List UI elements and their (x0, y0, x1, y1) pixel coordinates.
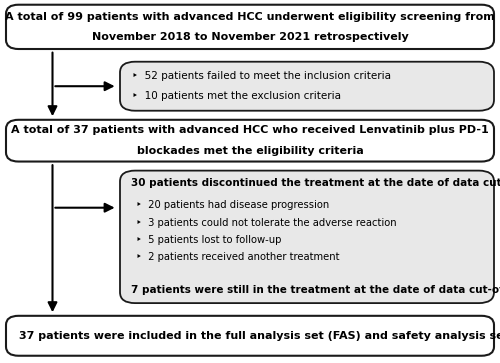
Text: A total of 37 patients with advanced HCC who received Lenvatinib plus PD-1: A total of 37 patients with advanced HCC… (11, 126, 489, 135)
Text: 7 patients were still in the treatment at the date of data cut-off: 7 patients were still in the treatment a… (131, 285, 500, 295)
FancyBboxPatch shape (120, 171, 494, 303)
Text: ‣  52 patients failed to meet the inclusion criteria: ‣ 52 patients failed to meet the inclusi… (132, 72, 392, 81)
Text: 30 patients discontinued the treatment at the date of data cut-off: 30 patients discontinued the treatment a… (131, 178, 500, 188)
Text: blockades met the eligibility criteria: blockades met the eligibility criteria (136, 146, 364, 156)
Text: ‣  3 patients could not tolerate the adverse reaction: ‣ 3 patients could not tolerate the adve… (136, 217, 396, 228)
FancyBboxPatch shape (120, 62, 494, 111)
FancyBboxPatch shape (6, 316, 494, 356)
FancyBboxPatch shape (6, 120, 494, 162)
Text: 37 patients were included in the full analysis set (FAS) and safety analysis set: 37 patients were included in the full an… (18, 331, 500, 341)
Text: November 2018 to November 2021 retrospectively: November 2018 to November 2021 retrospec… (92, 32, 408, 42)
Text: ‣  20 patients had disease progression: ‣ 20 patients had disease progression (136, 200, 329, 210)
Text: ‣  10 patients met the exclusion criteria: ‣ 10 patients met the exclusion criteria (132, 91, 342, 101)
Text: ‣  2 patients received another treatment: ‣ 2 patients received another treatment (136, 252, 340, 262)
Text: A total of 99 patients with advanced HCC underwent eligibility screening from: A total of 99 patients with advanced HCC… (5, 12, 495, 22)
FancyBboxPatch shape (6, 5, 494, 49)
Text: ‣  5 patients lost to follow-up: ‣ 5 patients lost to follow-up (136, 235, 282, 245)
